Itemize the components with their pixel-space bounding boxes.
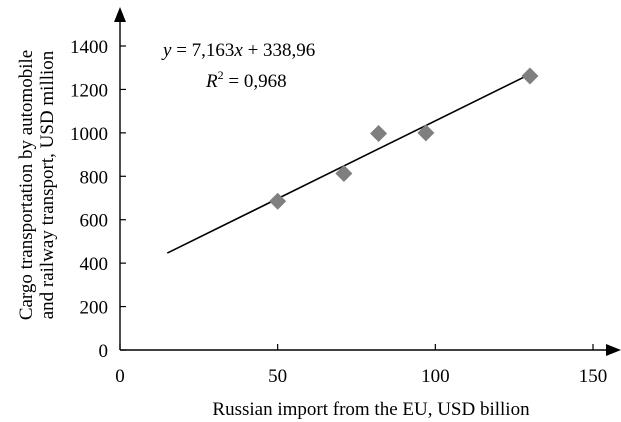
y-tick-label: 1000 — [70, 124, 108, 145]
data-point — [335, 164, 353, 182]
y-axis-title: Cargo transportation by automobile and r… — [16, 50, 58, 320]
y-axis-title-line-1: Cargo transportation by automobile — [16, 50, 37, 320]
trendline-equation: y = 7,163x + 338,96 — [161, 40, 315, 61]
x-axis-title: Russian import from the EU, USD billion — [212, 399, 530, 420]
trendline — [166, 73, 531, 254]
y-axis-arrow — [114, 7, 126, 22]
y-axis-title-line-2: and railway transport, USD million — [37, 50, 58, 319]
trendline-group — [166, 73, 531, 254]
x-tick-label: 0 — [115, 366, 125, 387]
data-point — [269, 192, 287, 210]
y-tick-label: 400 — [80, 254, 109, 275]
data-point — [521, 67, 539, 85]
y-tick-label: 200 — [80, 298, 109, 319]
points-group — [269, 67, 539, 210]
y-tick-label: 800 — [80, 167, 109, 188]
r-squared: R2 = 0,968 — [205, 68, 287, 92]
y-tick-label: 600 — [80, 211, 109, 232]
x-axis-arrow — [606, 344, 621, 356]
data-point — [417, 124, 435, 142]
tick-group: 0 200 400 600 800 1000 1200 1400 0 50 100 150 — [70, 37, 607, 387]
data-point — [370, 125, 388, 143]
x-tick-label: 100 — [421, 366, 450, 387]
y-tick-label: 1400 — [70, 37, 108, 58]
y-tick-label: 0 — [99, 341, 109, 362]
y-tick-label: 1200 — [70, 80, 108, 101]
x-tick-label: 50 — [268, 366, 287, 387]
x-tick-label: 150 — [579, 366, 608, 387]
